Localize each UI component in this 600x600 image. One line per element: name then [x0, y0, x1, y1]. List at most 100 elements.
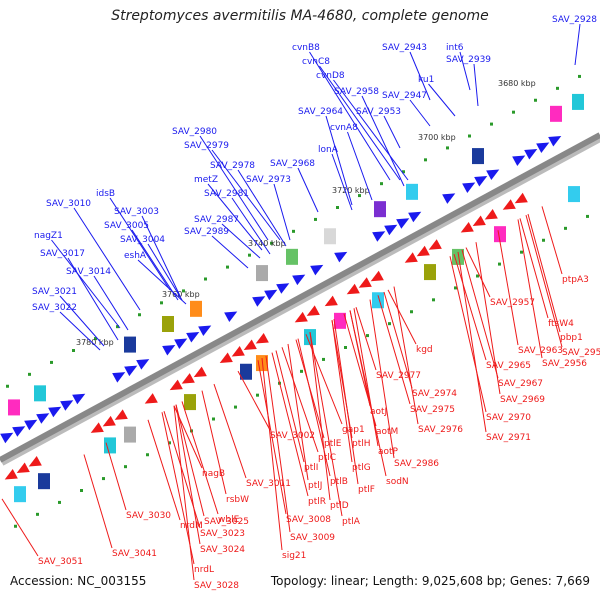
bottom-label-leader [309, 331, 343, 517]
top-label-leader [59, 295, 105, 347]
marker-dot [182, 289, 185, 293]
marker-dot [146, 453, 149, 457]
bottom-label-leader [541, 206, 563, 275]
top-label-leader [59, 311, 101, 351]
reverse-gene-arrow [102, 415, 116, 427]
top-gene-label: SAV_2958 [334, 87, 379, 97]
reverse-gene-arrow [428, 239, 442, 250]
bottom-gene-label: aotP [378, 447, 399, 457]
bottom-label-leader [105, 442, 127, 511]
feature-block [34, 385, 46, 402]
reverse-gene-arrow [231, 346, 245, 357]
bottom-gene-label: SAV_2977 [376, 371, 421, 381]
bottom-label-leader [355, 307, 377, 371]
reverse-gene-arrow [16, 462, 30, 473]
reverse-gene-arrow [4, 468, 18, 480]
marker-dot [50, 360, 53, 364]
reverse-gene-arrow [484, 208, 498, 220]
bottom-gene-label: pbp1 [560, 333, 583, 343]
bottom-label-leader [1, 498, 39, 557]
top-label-leader [199, 135, 269, 241]
top-label-leader [409, 99, 431, 127]
bottom-label-leader [497, 230, 519, 346]
bottom-gene-label: SAV_2976 [418, 425, 463, 435]
tick-label: 3700 kbp [418, 133, 456, 142]
top-gene-label: SAV_2968 [270, 159, 315, 169]
bottom-gene-label: SAV_3008 [286, 515, 331, 525]
forward-gene-arrow [12, 426, 26, 437]
marker-dot [256, 393, 259, 397]
bottom-label-leader [387, 289, 417, 345]
marker-dot [292, 229, 295, 233]
bottom-gene-label: SAV_3023 [200, 529, 245, 539]
bottom-label-leader [527, 213, 561, 333]
bottom-gene-label: SAV_2986 [394, 459, 439, 469]
marker-dot [556, 86, 559, 90]
feature-block [304, 329, 316, 346]
marker-dot [358, 194, 361, 198]
marker-dot [578, 74, 581, 78]
reverse-gene-arrow [243, 339, 257, 350]
forward-gene-arrow [36, 413, 50, 424]
marker-dot [14, 524, 17, 528]
forward-gene-arrow [276, 283, 290, 294]
forward-gene-arrow [442, 193, 456, 204]
bottom-gene-label: aotM [376, 427, 398, 437]
reverse-gene-arrow [90, 422, 104, 433]
top-gene-label: SAV_2939 [446, 55, 491, 65]
forward-gene-arrow [524, 148, 538, 160]
top-label-leader [147, 243, 183, 301]
bottom-gene-label: nagB [202, 469, 225, 479]
bottom-gene-label: sodN [386, 477, 409, 487]
top-label-leader [459, 51, 471, 91]
reverse-gene-arrow [460, 221, 474, 233]
bottom-gene-label: ptpA3 [562, 275, 589, 285]
top-label-leader [67, 257, 119, 341]
feature-block [190, 300, 202, 317]
marker-dot [344, 346, 347, 349]
feature-block [334, 312, 346, 329]
feature-block [38, 473, 50, 490]
forward-gene-arrow [174, 338, 188, 350]
forward-gene-arrow [310, 264, 324, 276]
marker-dot [270, 241, 273, 245]
forward-gene-arrow [264, 289, 278, 301]
bottom-gene-label: SAV_2954 [562, 348, 600, 358]
top-label-leader [473, 63, 479, 107]
marker-dot [336, 206, 339, 209]
tick-label: 3760 kbp [162, 290, 200, 299]
top-gene-label: SAV_3017 [40, 249, 85, 259]
bottom-label-leader [257, 360, 287, 515]
forward-gene-arrow [124, 365, 138, 377]
top-label-leader [231, 197, 271, 255]
marker-dot [314, 217, 317, 221]
bottom-label-leader [449, 256, 487, 413]
bottom-gene-label: ptlJ [308, 481, 322, 491]
reverse-gene-arrow [370, 270, 384, 282]
marker-dot [476, 274, 479, 278]
marker-dot [234, 405, 237, 409]
forward-gene-arrow [372, 231, 386, 242]
feature-block [240, 363, 252, 380]
marker-dot [424, 158, 427, 162]
bottom-label-leader [309, 332, 331, 501]
marker-dot [380, 182, 383, 186]
top-gene-label: SAV_2981 [204, 189, 249, 199]
top-label-leader [211, 149, 281, 241]
bottom-gene-label: wblE [218, 515, 240, 525]
reverse-gene-arrow [181, 373, 195, 384]
top-gene-label: cvnA8 [330, 123, 358, 133]
reverse-gene-arrow [404, 252, 418, 263]
top-label-leader [409, 51, 431, 101]
marker-dot [388, 322, 391, 326]
marker-dot [6, 384, 9, 388]
bottom-label-leader [453, 253, 487, 361]
feature-block [256, 265, 268, 282]
marker-dot [102, 477, 105, 481]
bottom-label-leader [393, 286, 419, 425]
top-label-leader [347, 131, 373, 201]
top-label-leader [273, 183, 291, 241]
forward-gene-arrow [462, 182, 476, 194]
reverse-gene-arrow [193, 366, 207, 378]
